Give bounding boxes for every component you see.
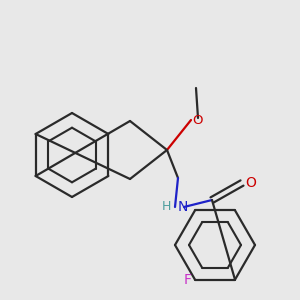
Text: N: N [178, 200, 188, 214]
Text: F: F [184, 273, 192, 286]
Text: O: O [245, 176, 256, 190]
Text: H: H [162, 200, 171, 214]
Text: O: O [192, 113, 202, 127]
